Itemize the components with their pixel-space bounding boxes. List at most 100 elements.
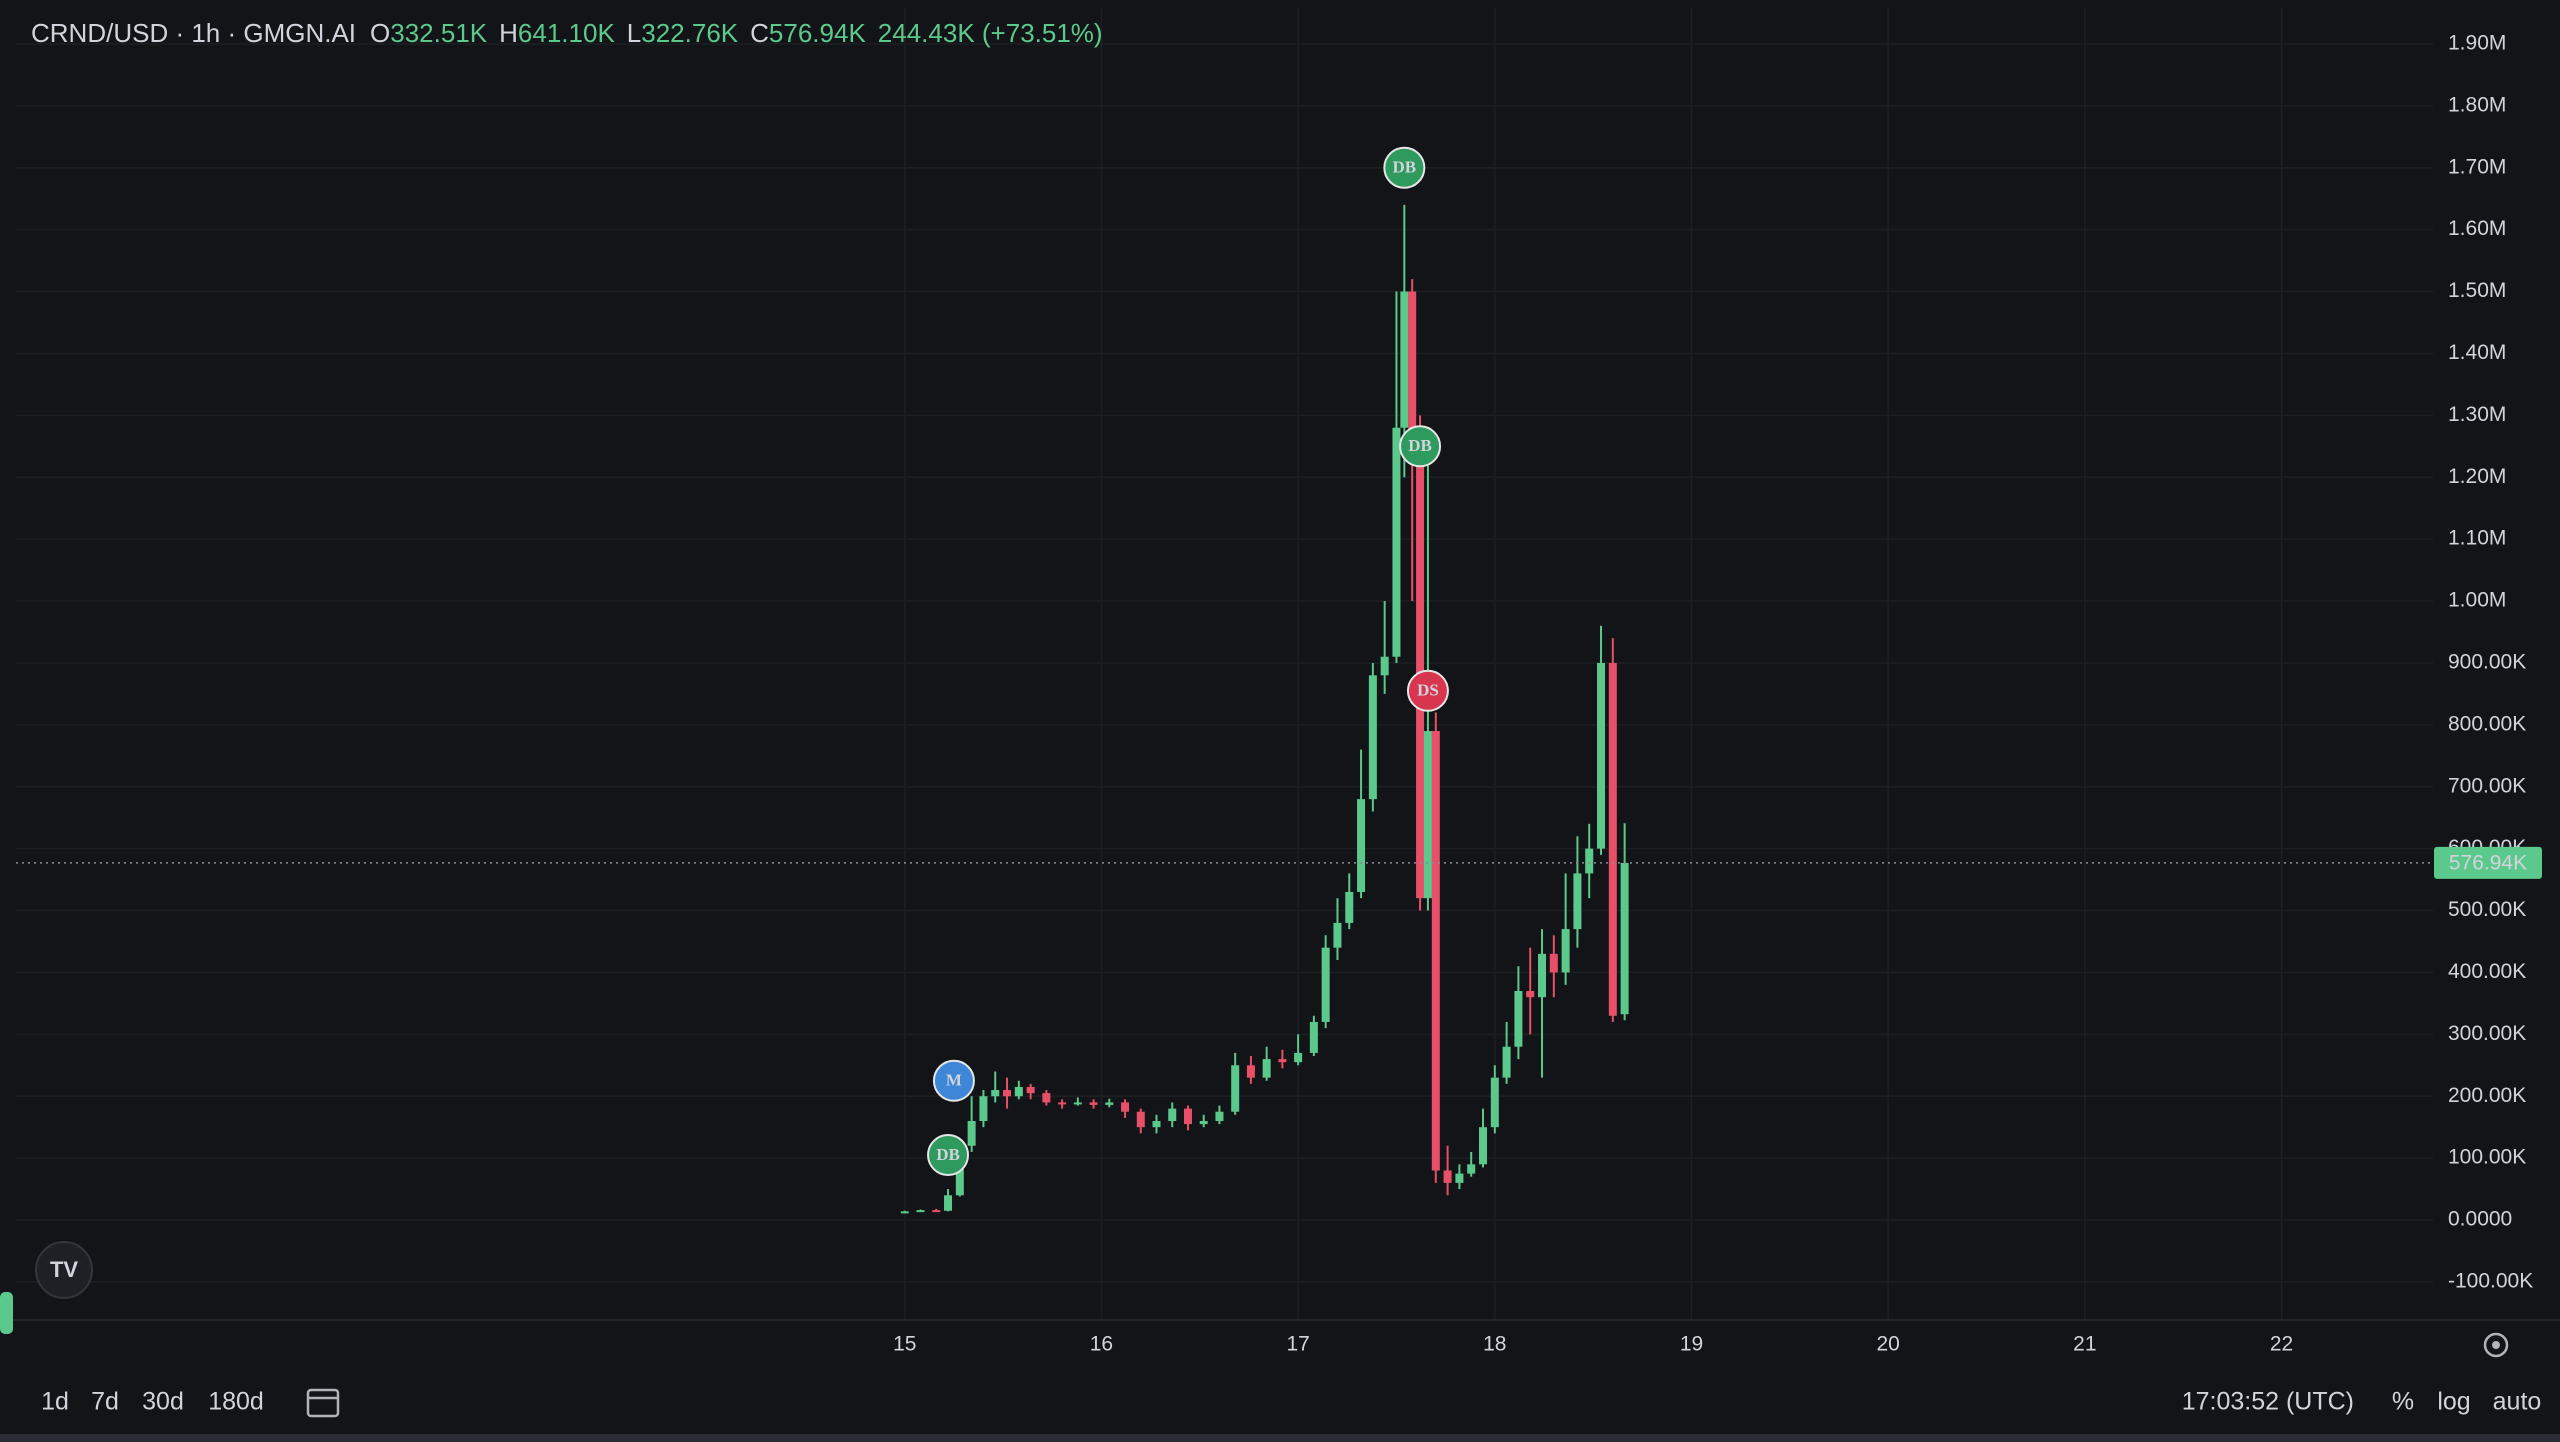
x-tick-label: 18 bbox=[1483, 1333, 1506, 1356]
candle-body bbox=[1168, 1108, 1177, 1121]
plot: DB DB DS M DB bbox=[16, 146, 2433, 1214]
candle-body bbox=[1183, 1108, 1192, 1125]
y-tick-label: 0.0000 bbox=[2448, 1208, 2512, 1231]
candle-body bbox=[1408, 291, 1417, 447]
marker-label: M bbox=[946, 1071, 962, 1090]
candle-body bbox=[1490, 1077, 1499, 1128]
candle-body bbox=[1597, 662, 1606, 849]
trade-marker[interactable] bbox=[1406, 669, 1449, 712]
trade-marker[interactable] bbox=[927, 1134, 970, 1177]
candle-body bbox=[1136, 1111, 1145, 1128]
ohlc-label: O bbox=[370, 18, 390, 48]
scale-option[interactable]: % bbox=[2392, 1388, 2414, 1416]
candle-body bbox=[916, 1210, 925, 1213]
range-button[interactable]: 180d bbox=[208, 1388, 264, 1416]
y-tick-label: 1.60M bbox=[2448, 217, 2506, 240]
side-tab[interactable] bbox=[0, 1292, 13, 1334]
candle-body bbox=[1014, 1086, 1023, 1097]
marker-label: DS bbox=[1417, 681, 1439, 700]
candle-body bbox=[1199, 1120, 1208, 1125]
candle-body bbox=[1549, 953, 1558, 973]
candle-body bbox=[1231, 1065, 1240, 1112]
candle-body bbox=[1479, 1127, 1488, 1165]
candle-body bbox=[1538, 953, 1547, 998]
y-tick-label: 1.40M bbox=[2448, 341, 2506, 364]
candle-body bbox=[967, 1120, 976, 1146]
y-tick-label: 1.30M bbox=[2448, 403, 2506, 426]
toolbar: 1d 7d 30d 180d 17:03:52 (UTC)% log auto bbox=[41, 1388, 2541, 1416]
candle-body bbox=[1121, 1102, 1130, 1112]
calendar-icon[interactable] bbox=[306, 1388, 340, 1418]
candle-body bbox=[1514, 991, 1523, 1047]
candle-body bbox=[1467, 1164, 1476, 1174]
y-tick-label: 1.20M bbox=[2448, 465, 2506, 488]
candle-body bbox=[1443, 1170, 1452, 1183]
candle-body bbox=[1400, 291, 1409, 428]
candle-body bbox=[1392, 427, 1401, 657]
last-price-label: 576.94K bbox=[2449, 851, 2527, 874]
ohlc-label: C bbox=[750, 18, 769, 48]
grid: 1.90M 1.80M 1.70M 1.60M 1.50M 1.40M 1.30M 1.20M… bbox=[16, 8, 2533, 1356]
candle-body bbox=[1502, 1046, 1511, 1078]
x-tick-label: 17 bbox=[1286, 1333, 1309, 1356]
y-tick-label: 500.00K bbox=[2448, 898, 2526, 921]
y-tick-label: 1.00M bbox=[2448, 589, 2506, 612]
y-tick-label: 1.50M bbox=[2448, 279, 2506, 302]
clock: 17:03:52 (UTC) bbox=[2182, 1388, 2354, 1416]
ohlc-value: 322.76K bbox=[641, 18, 739, 48]
range-button[interactable]: 30d bbox=[142, 1388, 184, 1416]
ohlc-value: 641.10K bbox=[518, 18, 616, 48]
scale-option[interactable]: auto bbox=[2493, 1388, 2542, 1416]
marker-label: DB bbox=[1393, 158, 1417, 177]
candle-body bbox=[1309, 1021, 1318, 1053]
candle-body bbox=[1278, 1059, 1287, 1063]
range-button[interactable]: 1d bbox=[41, 1388, 69, 1416]
candle-body bbox=[932, 1210, 941, 1213]
candle-body bbox=[1042, 1093, 1051, 1103]
candle-body bbox=[1321, 947, 1330, 1022]
candle-body bbox=[1620, 862, 1629, 1015]
candle-body bbox=[1561, 929, 1570, 973]
y-tick-label: 1.70M bbox=[2448, 155, 2506, 178]
candle-body bbox=[1573, 873, 1582, 930]
y-tick-label: 1.80M bbox=[2448, 93, 2506, 116]
marker-label: DB bbox=[936, 1145, 960, 1164]
x-tick-label: 19 bbox=[1680, 1333, 1703, 1356]
y-tick-label: 700.00K bbox=[2448, 774, 2526, 797]
candle-body bbox=[1152, 1120, 1161, 1128]
candle-body bbox=[1294, 1052, 1303, 1063]
x-tick-label: 21 bbox=[2073, 1333, 2096, 1356]
y-tick-label: 900.00K bbox=[2448, 650, 2526, 673]
trade-marker[interactable] bbox=[1383, 146, 1426, 189]
y-tick-label: 1.10M bbox=[2448, 527, 2506, 550]
candle-body bbox=[1608, 662, 1617, 1016]
ohlc-label: H bbox=[499, 18, 518, 48]
candle-body bbox=[1380, 656, 1389, 676]
symbol: CRND/USD · 1h · GMGN.AI bbox=[31, 18, 356, 48]
x-tick-label: 22 bbox=[2270, 1333, 2293, 1356]
candle-body bbox=[1357, 799, 1366, 892]
tradingview-logo: TV bbox=[35, 1241, 93, 1299]
candle-body bbox=[1215, 1111, 1224, 1121]
svg-text:TV: TV bbox=[50, 1257, 78, 1282]
settings-icon[interactable] bbox=[2483, 1332, 2509, 1358]
x-tick-label: 20 bbox=[1877, 1333, 1900, 1356]
candle-body bbox=[944, 1195, 953, 1211]
y-tick-label: -100.00K bbox=[2448, 1269, 2533, 1292]
trade-marker[interactable] bbox=[1399, 425, 1442, 468]
y-tick-label: 100.00K bbox=[2448, 1146, 2526, 1169]
range-button[interactable]: 7d bbox=[91, 1388, 119, 1416]
candle-body bbox=[1073, 1102, 1082, 1105]
last-price-tag bbox=[2434, 846, 2542, 879]
candle-body bbox=[1026, 1086, 1035, 1094]
trade-marker[interactable] bbox=[932, 1059, 975, 1102]
scale-option[interactable]: log bbox=[2437, 1388, 2470, 1416]
candle-body bbox=[1089, 1102, 1098, 1105]
header: CRND/USD · 1h · GMGN.AI O332.51K H641.10K L… bbox=[31, 18, 1103, 48]
candle-body bbox=[1585, 848, 1594, 874]
candle-body bbox=[1423, 731, 1432, 899]
y-tick-label: 200.00K bbox=[2448, 1084, 2526, 1107]
candle-body bbox=[979, 1096, 988, 1121]
